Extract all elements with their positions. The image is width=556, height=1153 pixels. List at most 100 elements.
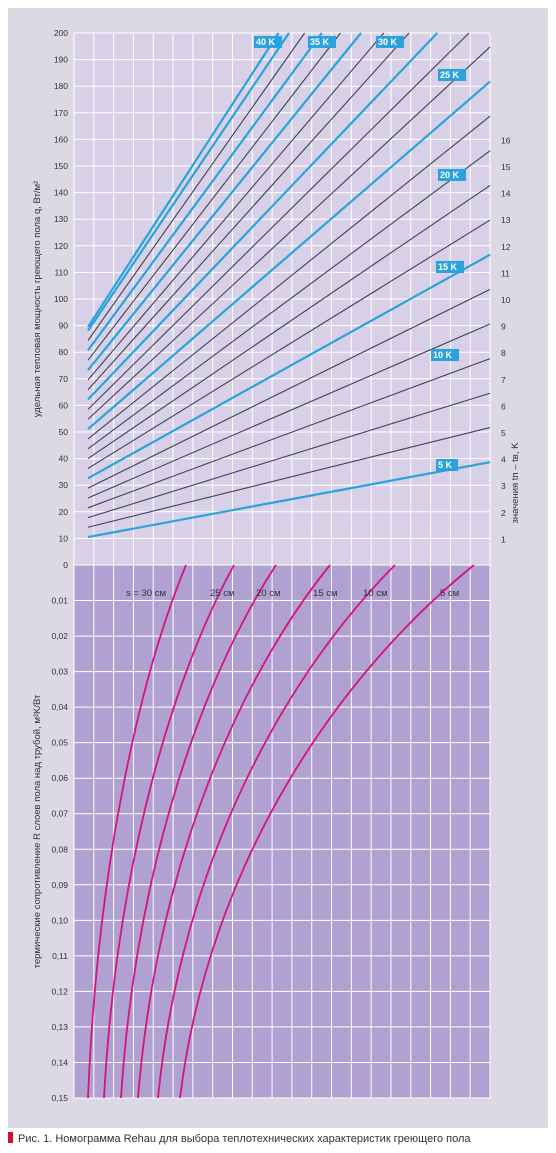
right-tick-label: 16	[501, 135, 511, 145]
y-tick-label-top: 120	[54, 241, 68, 251]
series-label: 15 K	[438, 262, 458, 272]
y-tick-label-top: 170	[54, 108, 68, 118]
series-label-badge	[436, 459, 458, 471]
series-label-badge	[436, 261, 464, 273]
y-tick-label-bottom: 0,09	[51, 880, 68, 890]
series-line-highlight	[87, 253, 491, 480]
y-tick-label-top: 20	[59, 507, 69, 517]
y-tick-label-bottom: 0,05	[51, 738, 68, 748]
series-line	[87, 32, 306, 341]
series-label-badge	[438, 169, 466, 181]
curve-line	[179, 564, 475, 1099]
y-tick-label-bottom: 0,03	[51, 667, 68, 677]
y-tick-label-bottom: 0,07	[51, 809, 68, 819]
y-tick-label-top: 90	[59, 321, 69, 331]
series-line-highlight	[87, 32, 280, 328]
y-tick-label-top: 60	[59, 400, 69, 410]
series-line	[87, 219, 491, 469]
y-tick-label-bottom: 0,06	[51, 773, 68, 783]
series-line	[87, 115, 491, 440]
series-label: 40 K	[256, 37, 276, 47]
series-line-highlight	[87, 80, 491, 430]
y-tick-label-bottom: 0,08	[51, 844, 68, 854]
chart-panel: 0 10 20 30 40 50 60 70 80 90 100 110 120 130 140 150 160…	[8, 8, 548, 1128]
curve-label: s = 30 см	[126, 588, 166, 599]
series-line	[87, 323, 491, 499]
bottom-curves	[87, 564, 475, 1099]
right-tick-label: 7	[501, 375, 506, 385]
y-tick-label-top: 70	[59, 374, 69, 384]
y-tick-label-top: 10	[59, 533, 69, 543]
right-tick-label: 8	[501, 348, 506, 358]
series-label: 5 K	[438, 460, 453, 470]
curve-line	[157, 564, 396, 1099]
figure-caption: Рис. 1. Номограмма Rehau для выбора тепл…	[8, 1132, 556, 1150]
series-label: 20 K	[440, 170, 460, 180]
y-axis-label-top: удельная тепловая мощность греющего пола…	[32, 181, 43, 418]
series-label: 35 K	[310, 37, 330, 47]
right-tick-label: 15	[501, 162, 511, 172]
series-label-badge	[431, 349, 459, 361]
right-tick-label: 12	[501, 242, 511, 252]
series-line	[87, 392, 491, 519]
series-line	[87, 288, 491, 489]
right-tick-label: 4	[501, 455, 506, 465]
right-tick-label: 11	[501, 268, 510, 278]
y-tick-label-bottom: 0,15	[51, 1093, 68, 1103]
y-tick-label-top: 50	[59, 427, 69, 437]
y-tick-label-bottom: 0,13	[51, 1022, 68, 1032]
y-tick-label-top: 30	[59, 480, 69, 490]
y-tick-label-top: 130	[54, 214, 68, 224]
right-tick-label: 1	[501, 534, 506, 544]
curve-label: 5 см	[440, 588, 459, 599]
y-tick-label-bottom: 0,02	[51, 631, 68, 641]
y-tick-label-bottom: 0,04	[51, 702, 68, 712]
caption-marker	[8, 1132, 13, 1143]
y-tick-label-top: 190	[54, 55, 68, 65]
series-label: 30 K	[378, 37, 398, 47]
right-tick-label: 10	[501, 295, 511, 305]
right-tick-label: 2	[501, 508, 506, 518]
y-tick-label-top: 110	[54, 267, 68, 277]
series-line	[87, 358, 491, 509]
y-tick-label-top: 150	[54, 161, 68, 171]
series-line-highlight	[87, 32, 362, 371]
right-tick-label: 9	[501, 322, 506, 332]
curve-label: 15 см	[313, 588, 338, 599]
series-label-badge	[438, 69, 466, 81]
y-tick-label-bottom: 0,11	[52, 951, 68, 961]
y-tick-label-top: 100	[54, 294, 68, 304]
series-line	[87, 184, 491, 460]
y-tick-label-bottom: 0,12	[51, 986, 68, 996]
y-tick-label-top: 200	[54, 28, 68, 38]
series-label-badge	[376, 36, 404, 48]
y-tick-label-top: 80	[59, 347, 69, 357]
curve-label: 20 см	[256, 588, 281, 599]
nomogram-chart: 0102030405060708090100110120130140150160…	[32, 28, 521, 1103]
y-tick-label-top: 140	[54, 188, 68, 198]
y-tick-label-bottom: 0,10	[51, 915, 68, 925]
series-label: 10 K	[433, 350, 453, 360]
series-line	[87, 32, 470, 410]
series-lines	[87, 32, 491, 539]
y-axis-label-bottom: термические сопротивление R слоев пола н…	[32, 694, 43, 968]
series-label: 25 K	[440, 70, 460, 80]
series-line	[87, 32, 410, 391]
right-tick-label: 3	[501, 481, 506, 491]
curve-line	[120, 564, 277, 1099]
y-tick-label-top: 0	[63, 560, 68, 570]
series-line	[87, 427, 491, 528]
series-line-highlight	[87, 32, 439, 401]
right-tick-label: 6	[501, 401, 506, 411]
series-line	[87, 46, 491, 420]
curve-line	[137, 564, 331, 1099]
series-line-highlight	[87, 32, 290, 332]
curve-label: 25 см	[210, 588, 235, 599]
y-tick-label-top: 40	[59, 454, 69, 464]
y-tick-label-bottom: 0,01	[51, 596, 68, 606]
curve-line	[103, 564, 235, 1099]
series-line	[87, 32, 385, 381]
series-line	[87, 32, 341, 361]
right-tick-label: 5	[501, 428, 506, 438]
curve-label: 10 см	[363, 588, 388, 599]
